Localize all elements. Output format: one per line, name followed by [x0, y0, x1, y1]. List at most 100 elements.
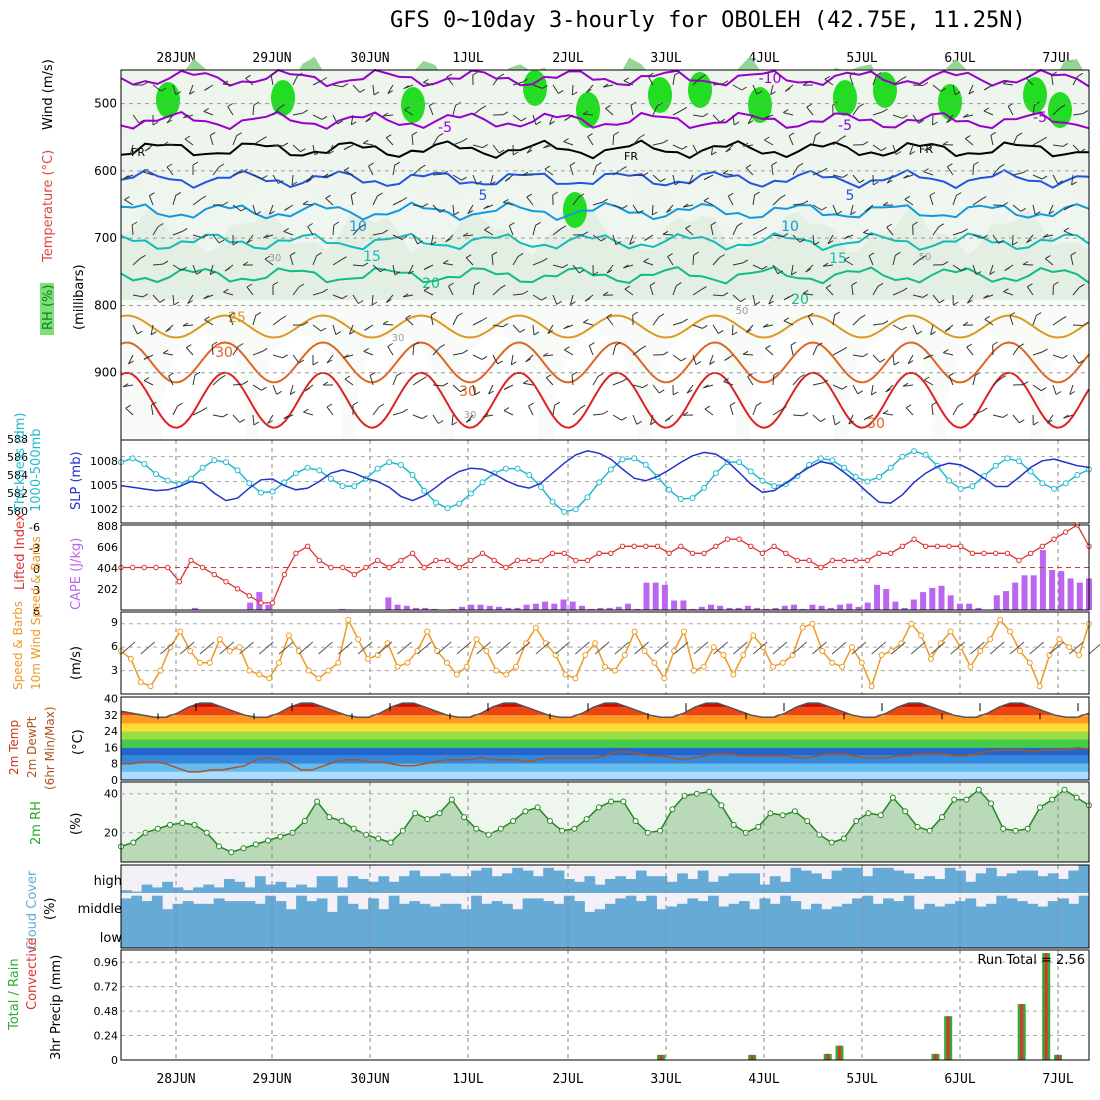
cloud-cover-bar [759, 884, 771, 893]
wind-barb-flag [162, 349, 169, 354]
ylabel-pressure: (millibars) [72, 264, 87, 330]
wind-barb-flag [857, 390, 863, 395]
wind-barb-flag [864, 207, 871, 212]
wind-barb [572, 196, 580, 206]
wind-barb-flag [905, 404, 912, 409]
rh2m-point [877, 812, 884, 819]
wind-barb-flag [1061, 315, 1067, 320]
wind-barb-flag [790, 341, 797, 346]
wind-barb [467, 204, 474, 214]
wind-barb [1032, 384, 1042, 392]
wind-speed-point [453, 671, 460, 678]
wind-barb [952, 84, 956, 95]
isotherm-label: 20 [422, 276, 440, 292]
wind-barb [569, 294, 574, 305]
cloud-cover-bar [811, 873, 822, 893]
wind-barb-flag [747, 373, 753, 378]
cape-bar [1003, 591, 1009, 610]
wind-barb [152, 226, 159, 236]
surface-wind-barb [199, 641, 215, 655]
wind-barb-flag [932, 121, 938, 126]
wind-barb [832, 138, 842, 146]
wind-barb [272, 107, 281, 116]
cape-bar [496, 606, 502, 610]
wind-barb [363, 350, 374, 356]
cape-bar [827, 607, 834, 610]
rh2m-point [632, 818, 639, 824]
wind-barb [583, 321, 594, 326]
wind-barb [292, 112, 303, 116]
wind-barb [223, 291, 234, 296]
cape-tick-label: 808 [97, 520, 118, 533]
cloud-cover-bar [759, 920, 771, 948]
surface-wind-barb [792, 641, 807, 655]
thickness-point [922, 451, 929, 458]
wind-barb-flag [882, 409, 889, 414]
wind-barb-flag [526, 193, 533, 198]
wind-barb [212, 414, 223, 418]
wind-speed-point [463, 663, 470, 670]
wind-barb [332, 259, 342, 266]
lifted-index-point [526, 557, 532, 564]
wind-speed-point [829, 659, 836, 666]
rh2m-point [363, 831, 370, 838]
cape-bar [560, 599, 567, 610]
wind-barb [1025, 77, 1034, 86]
rh2m-point [216, 843, 222, 850]
wind-barb [268, 204, 274, 215]
wind-barb [832, 384, 843, 390]
precip-tick-label: 0.24 [94, 1030, 119, 1043]
cloud-cover-bar [502, 903, 513, 920]
lifted-index-point [596, 550, 602, 556]
wind-barb-flag [462, 137, 468, 142]
wind-speed-point [621, 652, 628, 658]
rh-tick-label: 40 [104, 788, 118, 801]
wind-barb-flag [1004, 267, 1010, 272]
wind-barb-flag [621, 166, 627, 171]
wind-speed-point [641, 648, 648, 654]
cape-bar [265, 604, 272, 610]
wind-barb [832, 414, 836, 425]
isotherm-label: -5 [1033, 110, 1047, 126]
wind-barb-flag [622, 377, 628, 382]
wind-barb [152, 294, 161, 303]
rh2m-point [657, 827, 664, 834]
wind-speed-point [700, 663, 707, 670]
temp-band [121, 715, 1089, 724]
wind-barb-flag [695, 361, 702, 366]
precip-convective-bar [826, 1053, 830, 1060]
wind-barb-flag [283, 227, 289, 232]
wind-barb-flag [181, 266, 187, 271]
cape-bar [1067, 578, 1074, 610]
thickness-point [526, 472, 533, 478]
wind-barb [624, 288, 634, 296]
wind-barb-flag [222, 201, 229, 206]
cloud-cover-bar [738, 901, 750, 920]
surface-wind-barb [496, 641, 511, 655]
wind-barb-flag [396, 372, 402, 377]
cape-bar [698, 606, 705, 610]
wind-barb-flag [502, 323, 509, 328]
wind-barb-flag [820, 418, 826, 423]
rh-high-blob [401, 87, 425, 123]
warm-core [356, 335, 440, 505]
wind-barb-flag [902, 382, 909, 387]
wind-barb [412, 167, 421, 176]
wind-barb-flag [328, 150, 334, 155]
wind-barb-flag [702, 324, 708, 329]
wind-barb-flag [547, 330, 554, 335]
cloud-cover-bar [193, 903, 204, 920]
wind-barb [909, 144, 914, 155]
wind-barb-flag [158, 223, 164, 227]
cloud-cover-bar [615, 920, 627, 948]
wind-barb [723, 381, 734, 386]
wind-barb [492, 287, 501, 296]
cloud-cover-bar [1078, 895, 1090, 920]
wind-barb-flag [946, 119, 952, 124]
wind-barb-flag [682, 411, 689, 416]
wind-barb-flag [940, 87, 946, 92]
wind-barb-flag [667, 253, 673, 258]
rh-legend-swatch [40, 283, 54, 335]
wind-barb [552, 264, 563, 269]
wind-barb-flag [314, 151, 321, 156]
